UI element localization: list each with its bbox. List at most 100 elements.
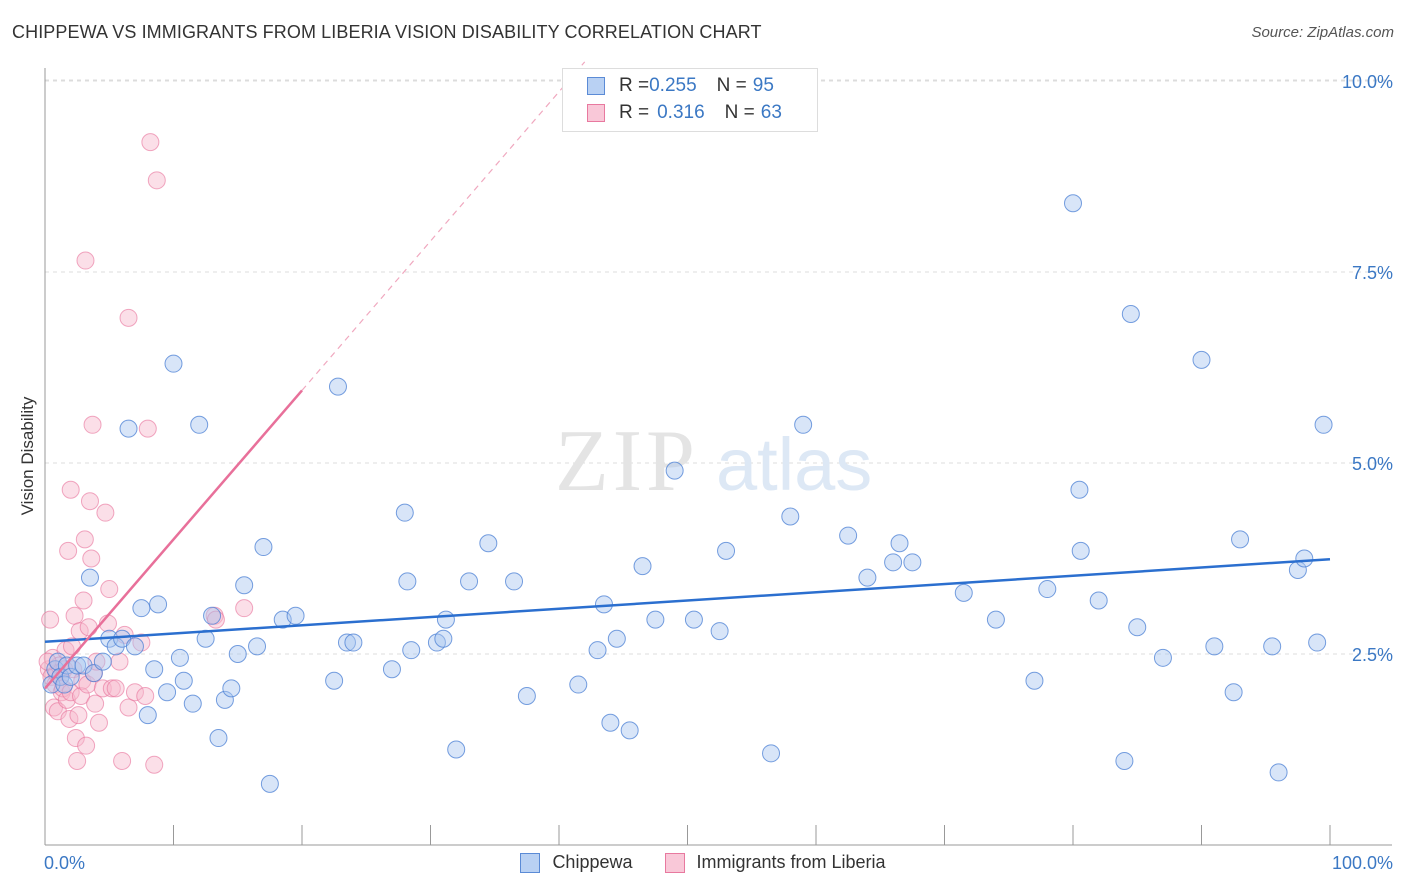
point-chippewa	[460, 572, 479, 591]
source-label: Source: ZipAtlas.com	[1251, 24, 1394, 41]
legend-row-liberia: R = 0.316 N = 63	[587, 101, 782, 125]
point-chippewa	[158, 683, 177, 702]
point-liberia	[41, 610, 60, 629]
point-liberia	[68, 751, 87, 770]
stats-legend: R = 0.255 N = 95 R = 0.316 N = 63	[562, 68, 818, 132]
point-chippewa	[395, 503, 414, 522]
point-liberia	[38, 652, 57, 671]
point-chippewa	[1308, 633, 1327, 652]
trend-chippewa	[44, 558, 1331, 644]
point-chippewa	[839, 526, 858, 545]
point-chippewa	[42, 675, 61, 694]
series-legend: Chippewa Immigrants from Liberia	[0, 852, 1406, 873]
point-chippewa	[1224, 683, 1243, 702]
legend-row-chippewa: R = 0.255 N = 95	[587, 74, 774, 98]
point-chippewa	[132, 599, 151, 618]
point-liberia	[79, 618, 98, 637]
point-chippewa	[1038, 580, 1057, 599]
point-liberia	[82, 549, 101, 568]
point-liberia	[138, 419, 157, 438]
point-liberia	[66, 729, 85, 748]
point-chippewa	[620, 721, 639, 740]
point-liberia	[119, 698, 138, 717]
point-chippewa	[235, 576, 254, 595]
watermark-zip: ZIP	[555, 413, 699, 510]
series-chippewa	[42, 194, 1333, 793]
point-chippewa	[228, 645, 247, 663]
point-chippewa	[479, 534, 498, 553]
point-chippewa	[954, 583, 973, 602]
x-tick-label: 100.0%	[1332, 853, 1393, 873]
point-chippewa	[55, 675, 74, 694]
point-chippewa	[344, 633, 363, 652]
trend-liberia-extension	[301, 61, 586, 391]
legend-swatch-pink	[587, 104, 605, 122]
point-chippewa	[710, 622, 729, 641]
point-chippewa	[286, 606, 305, 625]
point-liberia	[61, 683, 80, 702]
point-chippewa	[209, 729, 228, 748]
point-chippewa	[1115, 751, 1134, 770]
y-tick-label: 7.5%	[1352, 263, 1393, 283]
point-chippewa	[215, 690, 234, 709]
point-liberia	[69, 706, 88, 725]
legend-n-label: N =	[724, 102, 755, 123]
legend-n-label: N =	[716, 75, 747, 96]
point-chippewa	[398, 572, 417, 591]
point-chippewa	[203, 606, 222, 625]
point-chippewa	[1295, 549, 1314, 568]
point-chippewa	[1192, 350, 1211, 369]
point-chippewa	[569, 675, 588, 694]
legend-n-value: 95	[752, 75, 774, 96]
point-liberia	[74, 591, 93, 610]
point-liberia	[106, 679, 125, 698]
point-chippewa	[517, 687, 536, 706]
point-chippewa	[1314, 415, 1333, 434]
point-liberia	[80, 492, 99, 511]
legend-item-liberia: Immigrants from Liberia	[664, 852, 886, 873]
point-chippewa	[222, 679, 241, 698]
x-tick-label: 0.0%	[44, 853, 85, 873]
point-chippewa	[68, 656, 87, 675]
point-chippewa	[382, 660, 401, 679]
point-liberia	[113, 751, 132, 770]
point-chippewa	[149, 595, 168, 614]
point-chippewa	[325, 671, 344, 690]
point-chippewa	[717, 541, 736, 560]
point-chippewa	[337, 633, 356, 652]
point-liberia	[145, 755, 164, 774]
point-chippewa	[505, 572, 524, 591]
point-chippewa	[1064, 194, 1082, 213]
point-liberia	[235, 599, 254, 618]
y-tick-label: 10.0%	[1342, 72, 1393, 92]
point-liberia	[119, 308, 138, 327]
point-liberia	[65, 606, 84, 625]
point-chippewa	[1121, 305, 1140, 324]
point-chippewa	[794, 415, 813, 434]
point-liberia	[86, 694, 105, 713]
point-chippewa	[170, 648, 189, 667]
point-chippewa	[402, 641, 421, 660]
point-chippewa	[665, 461, 684, 480]
point-liberia	[83, 415, 102, 434]
y-tick-label: 2.5%	[1352, 645, 1393, 665]
point-chippewa	[260, 774, 279, 793]
point-chippewa	[80, 568, 99, 587]
point-chippewa	[858, 568, 877, 587]
point-liberia	[78, 675, 97, 694]
point-chippewa	[125, 637, 144, 656]
legend-r-label: R =	[619, 102, 650, 123]
point-chippewa	[646, 610, 665, 629]
point-chippewa	[1089, 591, 1108, 610]
point-chippewa	[762, 744, 781, 763]
point-liberia	[147, 171, 166, 190]
point-chippewa	[248, 637, 267, 656]
point-liberia	[102, 679, 121, 698]
point-chippewa	[119, 419, 138, 438]
point-liberia	[96, 503, 115, 522]
point-chippewa	[607, 629, 626, 648]
watermark-atlas: atlas	[716, 423, 872, 506]
point-chippewa	[1128, 618, 1147, 637]
point-chippewa	[890, 534, 909, 553]
